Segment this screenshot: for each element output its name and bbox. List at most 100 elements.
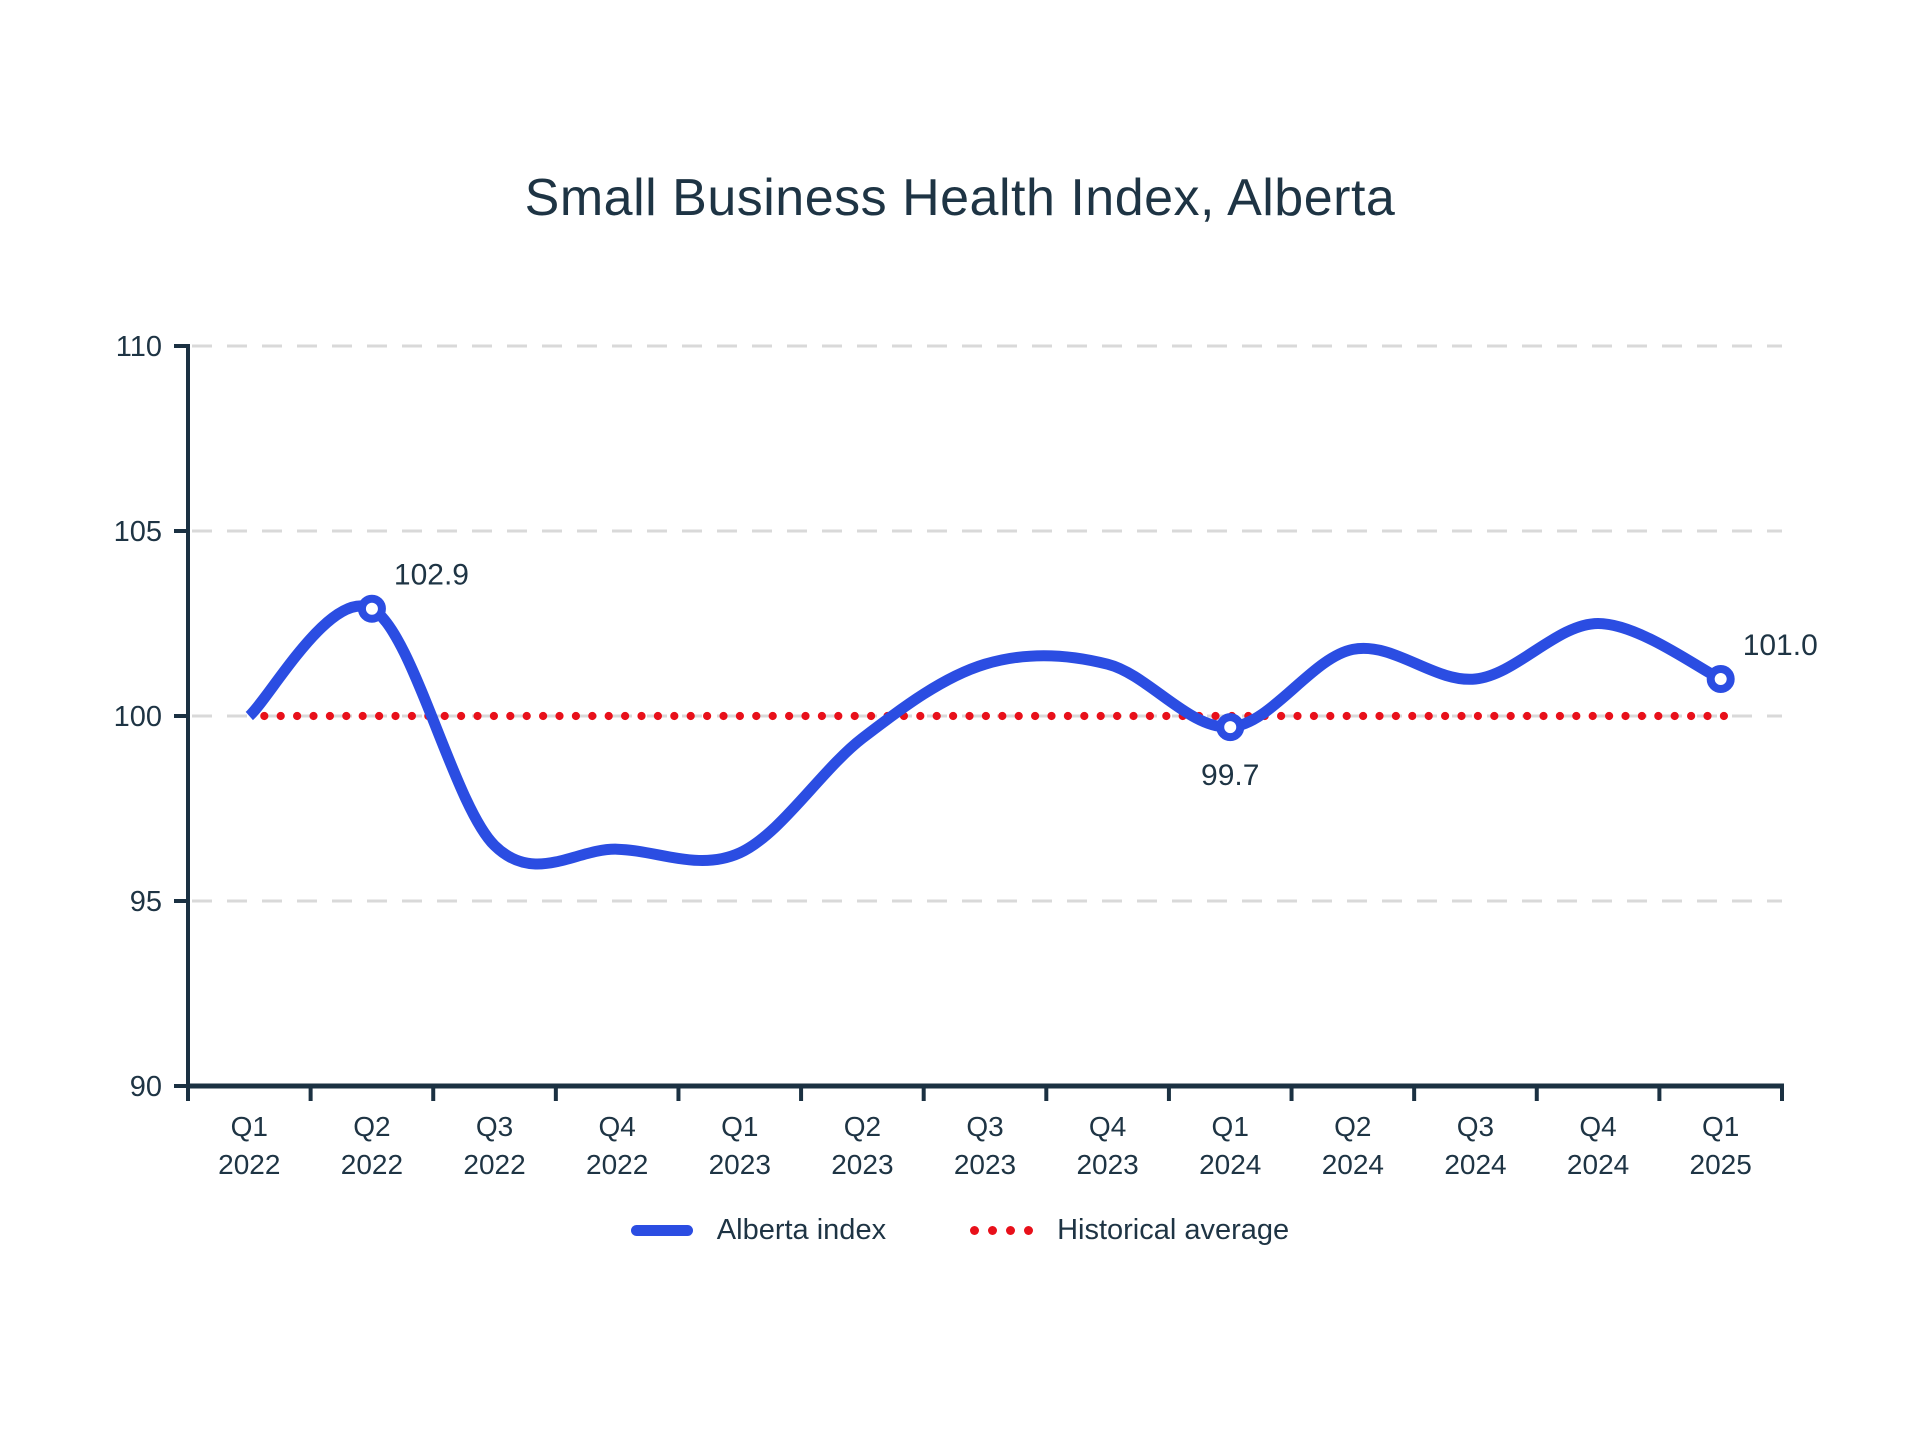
historical-average-dot (342, 711, 351, 721)
historical-average-dot (1539, 711, 1548, 721)
historical-average-dot (965, 711, 974, 721)
historical-average-dot (1014, 711, 1023, 721)
historical-average-dot (539, 711, 548, 721)
chart-legend: Alberta index Historical average (0, 1214, 1920, 1247)
dotted-line-swatch-icon (970, 1226, 1034, 1235)
historical-average-dot (1391, 711, 1401, 721)
historical-average-dot (391, 711, 400, 721)
legend-label: Alberta index (716, 1214, 887, 1246)
historical-average-dot (719, 711, 728, 721)
x-tick-label: Q1 2024 (1199, 1111, 1261, 1180)
historical-average-dot (834, 711, 843, 721)
x-tick-label: Q4 2023 (1076, 1111, 1138, 1180)
annotation-99.7: 99.7 (1201, 759, 1259, 792)
data-point-marker (1216, 713, 1245, 742)
historical-average-dot (407, 711, 417, 721)
historical-average-dot (1670, 711, 1679, 721)
historical-average-dot (768, 711, 777, 721)
x-tick-label: Q1 2022 (218, 1111, 280, 1180)
historical-average-dot (1063, 711, 1073, 721)
x-tick-label: Q2 2023 (831, 1111, 893, 1180)
x-tick-label: Q2 2022 (341, 1111, 403, 1180)
legend-label: Historical average (1057, 1214, 1290, 1246)
historical-average-dot (850, 711, 859, 721)
historical-average-dot (1096, 711, 1105, 721)
historical-average-dot (1719, 711, 1729, 721)
historical-average-dot (1277, 711, 1286, 721)
x-tick-label: Q4 2022 (586, 1111, 648, 1180)
historical-average-dot (489, 711, 499, 721)
historical-average-dot (1621, 711, 1630, 721)
historical-average-dot (785, 711, 794, 721)
historical-average-dot (1703, 711, 1712, 721)
historical-average-dot (981, 711, 991, 721)
historical-average-dot (621, 711, 630, 721)
historical-average-dot (1506, 711, 1515, 721)
historical-average-dot (588, 711, 597, 721)
historical-average-dot (1490, 711, 1499, 721)
historical-average-dot (1080, 711, 1089, 721)
historical-average-dot (752, 711, 761, 721)
historical-average-dot (735, 711, 745, 721)
historical-average-dot (1145, 711, 1155, 721)
alberta-index-line (245, 600, 1724, 870)
x-tick-label: Q4 2024 (1567, 1111, 1629, 1180)
x-tick-label: Q1 2023 (709, 1111, 771, 1180)
historical-average-dot (653, 711, 663, 721)
historical-average-dot (1441, 711, 1450, 721)
legend-item-historical-average: Historical average (970, 1214, 1289, 1247)
x-tick-label: Q1 2025 (1690, 1111, 1752, 1180)
y-tick-label: 110 (116, 331, 162, 363)
historical-average-dot (571, 711, 581, 721)
historical-average-dot (1523, 711, 1532, 721)
historical-average-dot (1473, 711, 1483, 721)
y-tick-label: 105 (114, 516, 162, 548)
historical-average-dot (1047, 711, 1056, 721)
legend-item-alberta-index: Alberta index (630, 1214, 887, 1247)
annotation-102.9: 102.9 (394, 559, 469, 592)
historical-average-dot (916, 711, 925, 721)
historical-average-dot (325, 711, 335, 721)
historical-average-dot (1129, 711, 1138, 721)
historical-average-dot (1637, 711, 1647, 721)
historical-average-dot (998, 711, 1007, 721)
annotation-101.0: 101.0 (1743, 629, 1818, 662)
historical-average-dot (440, 711, 449, 721)
x-tick-label: Q2 2024 (1322, 1111, 1384, 1180)
historical-average-dot (1605, 711, 1614, 721)
x-tick-label: Q3 2023 (954, 1111, 1016, 1180)
chart-title: Small Business Health Index, Alberta (524, 169, 1396, 227)
historical-average-dot (1162, 711, 1171, 721)
x-tick-label: Q3 2024 (1444, 1111, 1506, 1180)
historical-average-dot (1572, 711, 1581, 721)
historical-average-dot (1555, 711, 1565, 721)
historical-average-dot (375, 711, 384, 721)
historical-average-dot (309, 711, 318, 721)
historical-average-dot (670, 711, 679, 721)
historical-average-dot (1359, 711, 1368, 721)
historical-average-dot (1408, 711, 1417, 721)
historical-average-dot (358, 711, 367, 721)
historical-average-dot (522, 711, 531, 721)
historical-average-dot (555, 711, 564, 721)
historical-average-dot (703, 711, 712, 721)
historical-average-dot (686, 711, 695, 721)
y-tick-label: 90 (130, 1071, 162, 1103)
historical-average-dot (932, 711, 941, 721)
historical-average-dot (1326, 711, 1335, 721)
historical-average-dot (949, 711, 958, 721)
data-point-marker (357, 594, 386, 623)
historical-average-dot (604, 711, 613, 721)
historical-average-dot (1588, 711, 1597, 721)
historical-average-dot (260, 711, 269, 721)
historical-average-dot (276, 711, 285, 721)
historical-average-dot (1293, 711, 1302, 721)
x-tick-label: Q3 2022 (463, 1111, 525, 1180)
line-swatch-icon (630, 1225, 693, 1236)
historical-average-dot (1113, 711, 1122, 721)
data-point-marker (1706, 665, 1735, 693)
historical-average-dot (1309, 711, 1319, 721)
historical-average-dot (1342, 711, 1351, 721)
